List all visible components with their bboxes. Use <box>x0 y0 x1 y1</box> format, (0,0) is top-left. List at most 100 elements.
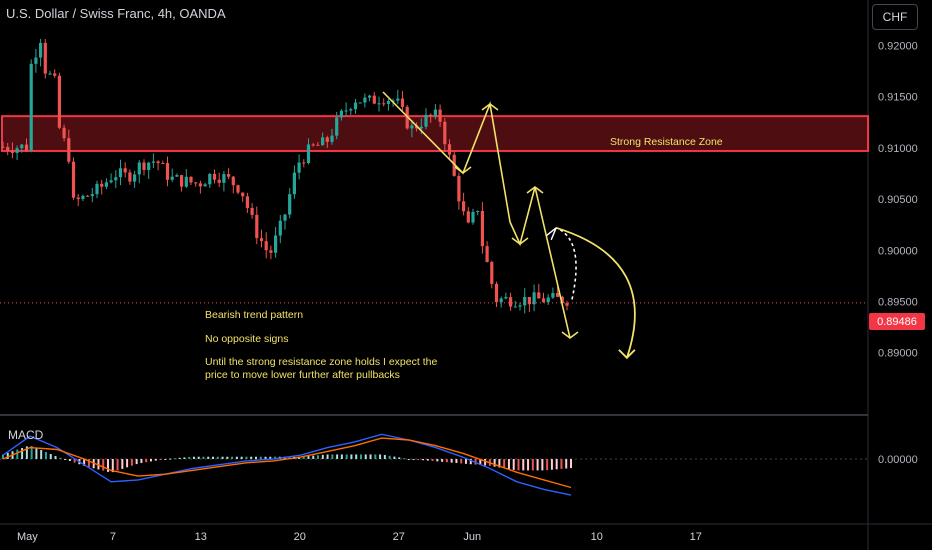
macd-histogram-bar-57 <box>274 456 277 459</box>
macd-histogram-bar-29 <box>140 459 143 464</box>
candle-body-98 <box>462 201 466 212</box>
candle-body-114 <box>537 292 541 299</box>
candle-body-14 <box>67 138 71 162</box>
macd-histogram-bar-4 <box>21 448 24 459</box>
macd-histogram-bar-76 <box>364 454 367 459</box>
macd-histogram-bar-97 <box>464 459 467 464</box>
candle-body-118 <box>556 293 560 297</box>
candle-body-52 <box>245 196 249 208</box>
currency-button[interactable]: CHF <box>872 4 918 30</box>
macd-histogram-bar-79 <box>379 454 382 459</box>
macd-histogram-bar-1 <box>6 452 9 459</box>
candle-body-97 <box>457 175 461 202</box>
candle-body-37 <box>175 175 179 177</box>
candle-body-70 <box>330 135 334 142</box>
candle-body-65 <box>306 144 311 164</box>
candle-body-78 <box>368 95 372 98</box>
macd-histogram-bar-5 <box>25 446 28 459</box>
note-expectation-line2: price to move lower further after pullba… <box>205 369 400 381</box>
candle-body-120 <box>565 303 569 306</box>
candle-body-36 <box>170 176 174 180</box>
macd-histogram-bar-44 <box>212 456 215 459</box>
candle-body-96 <box>452 154 456 176</box>
macd-histogram-bar-43 <box>207 456 210 459</box>
candle-body-45 <box>212 173 217 180</box>
candle-body-38 <box>180 175 184 187</box>
candle-body-100 <box>471 211 475 223</box>
macd-histogram-bar-11 <box>54 456 57 459</box>
macd-histogram-bar-28 <box>135 459 138 465</box>
macd-zero-label: 0.00000 <box>878 454 918 466</box>
candle-body-3 <box>15 148 19 153</box>
candle-body-28 <box>133 174 137 182</box>
macd-histogram-bar-33 <box>159 459 162 460</box>
candle-body-47 <box>222 174 226 183</box>
macd-histogram-bar-105 <box>503 459 506 469</box>
macd-histogram-bar-26 <box>126 459 129 468</box>
macd-histogram-bar-87 <box>417 459 420 460</box>
macd-histogram-bar-80 <box>383 454 386 459</box>
macd-histogram-bar-52 <box>250 456 253 459</box>
macd-histogram-bar-68 <box>326 454 329 459</box>
y-tick-label-2: 0.91000 <box>878 143 918 155</box>
macd-histogram-bar-107 <box>512 459 515 470</box>
x-tick-label-4: 27 <box>393 531 405 543</box>
macd-histogram-bar-15 <box>73 459 76 463</box>
candle-body-109 <box>513 306 517 308</box>
candle-body-119 <box>560 296 564 304</box>
candle-body-18 <box>86 195 90 197</box>
macd-histogram-bar-23 <box>111 459 114 473</box>
candle-body-21 <box>100 183 104 187</box>
zigzag-arrowhead-3 <box>526 186 544 194</box>
macd-histogram-bar-27 <box>130 459 133 466</box>
macd-histogram-bar-21 <box>102 459 105 471</box>
macd-histogram-bar-92 <box>441 459 444 462</box>
candle-body-110 <box>518 305 522 307</box>
zigzag-arrowhead-1 <box>481 103 499 111</box>
candle-body-82 <box>386 101 390 104</box>
projection-drop-curve <box>555 226 636 359</box>
macd-histogram-bar-101 <box>484 459 487 466</box>
candle-body-35 <box>165 163 170 180</box>
candle-body-102 <box>480 210 484 247</box>
macd-histogram-bar-8 <box>40 450 43 459</box>
macd-histogram-bar-55 <box>264 456 267 459</box>
zigzag-arrowhead-0 <box>454 166 472 174</box>
candle-body-27 <box>128 172 132 182</box>
macd-histogram-bar-89 <box>426 459 429 461</box>
candle-body-73 <box>344 110 348 112</box>
y-tick-label-0: 0.92000 <box>878 41 918 53</box>
macd-histogram-bar-86 <box>412 459 415 460</box>
candle-body-11 <box>53 73 57 76</box>
candle-body-53 <box>250 207 254 215</box>
candle-body-99 <box>466 211 470 223</box>
macd-histogram-bar-104 <box>498 459 501 468</box>
macd-histogram-bar-90 <box>431 459 434 462</box>
candle-body-89 <box>419 126 423 129</box>
candle-body-29 <box>137 162 141 175</box>
candle-body-101 <box>476 210 480 212</box>
x-tick-label-5: Jun <box>463 531 481 543</box>
candle-body-59 <box>278 220 282 236</box>
macd-histogram-bar-37 <box>178 457 181 459</box>
macd-histogram-bar-74 <box>355 454 358 459</box>
candle-body-113 <box>532 292 536 305</box>
macd-histogram-bar-25 <box>121 459 124 469</box>
candle-body-5 <box>24 144 29 151</box>
candle-body-92 <box>433 109 437 117</box>
macd-histogram-bar-117 <box>560 459 563 469</box>
macd-histogram-bar-108 <box>517 459 520 471</box>
macd-histogram-bar-91 <box>436 459 439 462</box>
candle-body-62 <box>292 172 296 195</box>
candle-body-115 <box>541 298 546 303</box>
candle-body-49 <box>231 176 235 186</box>
macd-histogram-bar-70 <box>336 454 339 459</box>
candle-body-80 <box>377 103 381 105</box>
macd-histogram-bar-34 <box>164 459 167 460</box>
y-tick-label-4: 0.90000 <box>878 245 918 257</box>
projection-arrowhead <box>618 349 636 360</box>
candle-body-46 <box>217 179 221 183</box>
macd-histogram-bar-67 <box>321 454 324 459</box>
candle-body-30 <box>142 162 146 170</box>
